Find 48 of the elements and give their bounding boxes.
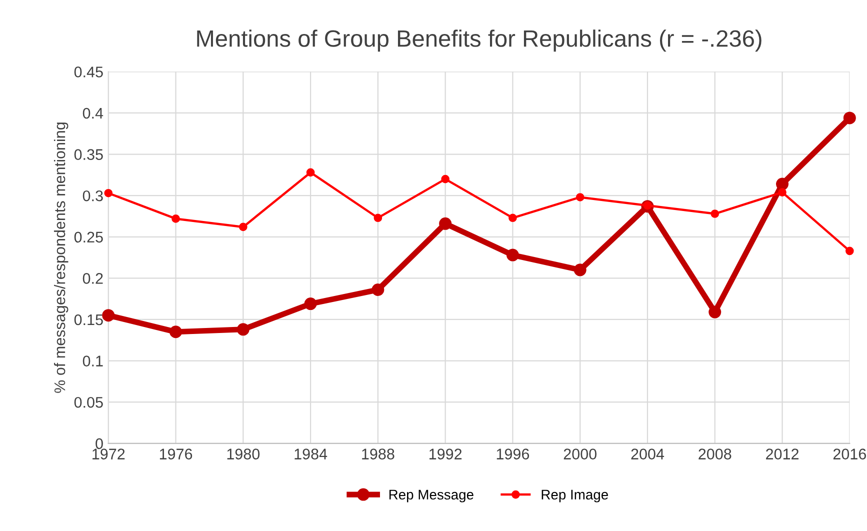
point bbox=[508, 214, 517, 222]
x-tick-label: 1984 bbox=[294, 448, 328, 460]
x-tick-label: 2008 bbox=[698, 448, 732, 460]
point bbox=[304, 298, 317, 310]
y-tick-label: 0.05 bbox=[74, 396, 103, 408]
y-axis-title: % of messages/respondents mentioning bbox=[54, 122, 68, 393]
point bbox=[439, 217, 452, 230]
x-tick-label: 2000 bbox=[564, 448, 596, 460]
chart-title: Mentions of Group Benefits for Republicans (r = -.236) bbox=[197, 30, 762, 52]
y-tick-label: 0.35 bbox=[74, 149, 103, 160]
point bbox=[306, 168, 315, 177]
legend-label: Rep Message bbox=[389, 490, 474, 502]
y-tick-label: 0.45 bbox=[74, 66, 103, 78]
point bbox=[574, 264, 586, 276]
point bbox=[776, 178, 789, 190]
point bbox=[102, 309, 115, 322]
point bbox=[843, 112, 856, 124]
point bbox=[778, 188, 786, 196]
x-tick-label: 1996 bbox=[496, 448, 530, 460]
x-tick-label: 2016 bbox=[833, 448, 866, 460]
point bbox=[238, 222, 248, 232]
point bbox=[104, 188, 113, 198]
legend-label: Rep Image bbox=[542, 490, 608, 502]
point bbox=[708, 306, 722, 318]
x-tick-label: 1976 bbox=[160, 448, 192, 460]
y-tick-label: 0.4 bbox=[82, 108, 104, 119]
y-tick-label: 0 bbox=[96, 438, 103, 450]
point bbox=[374, 214, 382, 222]
y-tick-label: 0.1 bbox=[82, 356, 103, 366]
point bbox=[441, 174, 450, 184]
y-tick-label: 0.2 bbox=[82, 273, 103, 284]
x-tick-label: 1988 bbox=[362, 448, 394, 460]
x-tick-label: 1980 bbox=[227, 448, 260, 460]
point bbox=[170, 326, 182, 338]
y-tick-label: 0.25 bbox=[74, 232, 103, 243]
point bbox=[710, 210, 720, 218]
x-tick-label: 1972 bbox=[92, 448, 125, 460]
x-tick-label: 2012 bbox=[766, 448, 798, 460]
point bbox=[506, 248, 519, 262]
y-tick-label: 0.15 bbox=[74, 314, 103, 326]
x-tick-label: 2004 bbox=[631, 448, 664, 460]
y-tick-label: 0.3 bbox=[82, 190, 103, 202]
point bbox=[236, 323, 250, 336]
point bbox=[172, 214, 180, 223]
x-tick-label: 1992 bbox=[429, 448, 462, 460]
point bbox=[845, 246, 854, 256]
point bbox=[576, 193, 584, 202]
point bbox=[372, 284, 384, 296]
